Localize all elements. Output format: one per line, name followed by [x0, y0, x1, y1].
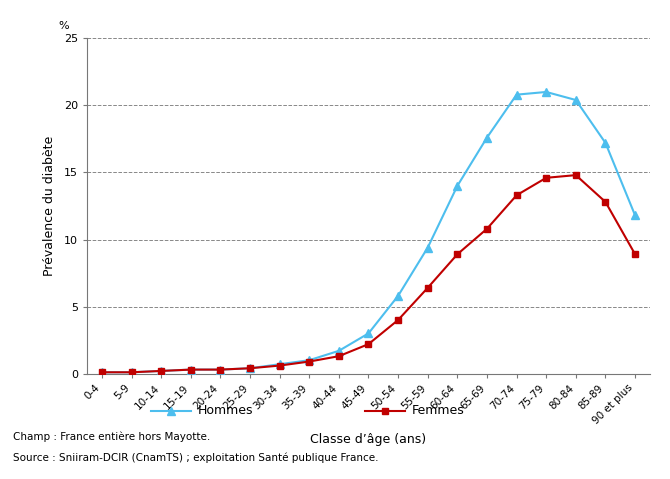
Femmes — [513, 193, 521, 198]
Hommes — [423, 245, 431, 251]
Femmes — [483, 226, 491, 232]
Hommes — [157, 368, 165, 374]
Hommes — [513, 92, 521, 98]
Line: Femmes: Femmes — [98, 171, 639, 376]
Text: Source : Sniiram-DCIR (CnamTS) ; exploitation Santé publique France.: Source : Sniiram-DCIR (CnamTS) ; exploit… — [13, 453, 379, 463]
Femmes — [306, 359, 314, 365]
Femmes — [423, 285, 431, 291]
Hommes — [216, 367, 224, 373]
Text: Hommes: Hommes — [198, 404, 253, 417]
Femmes — [602, 199, 610, 205]
Femmes — [275, 363, 283, 368]
Hommes — [394, 293, 402, 299]
Femmes — [394, 317, 402, 323]
Femmes — [157, 368, 165, 374]
Hommes — [631, 213, 639, 218]
Text: Champ : France entière hors Mayotte.: Champ : France entière hors Mayotte. — [13, 431, 210, 442]
Hommes — [127, 369, 135, 375]
Femmes — [216, 367, 224, 373]
Hommes — [364, 331, 373, 336]
Hommes — [454, 183, 462, 189]
Hommes — [306, 357, 314, 363]
Text: Femmes: Femmes — [412, 404, 465, 417]
Hommes — [187, 367, 195, 373]
Hommes — [483, 135, 491, 140]
Hommes — [246, 365, 254, 371]
Hommes — [98, 369, 106, 375]
Femmes — [454, 251, 462, 257]
Line: Hommes: Hommes — [98, 88, 639, 376]
Femmes — [187, 367, 195, 373]
Text: %: % — [58, 21, 69, 31]
Femmes — [246, 365, 254, 371]
Femmes — [542, 175, 550, 181]
Femmes — [631, 251, 639, 257]
Femmes — [364, 341, 373, 347]
Femmes — [335, 354, 343, 359]
Femmes — [127, 369, 135, 375]
Hommes — [572, 97, 580, 103]
Hommes — [275, 361, 283, 367]
Femmes — [572, 172, 580, 178]
Y-axis label: Prévalence du diabète: Prévalence du diabète — [43, 136, 56, 276]
Hommes — [602, 140, 610, 146]
Femmes — [98, 369, 106, 375]
Hommes — [335, 348, 343, 354]
Hommes — [542, 89, 550, 95]
X-axis label: Classe d’âge (ans): Classe d’âge (ans) — [310, 433, 427, 446]
